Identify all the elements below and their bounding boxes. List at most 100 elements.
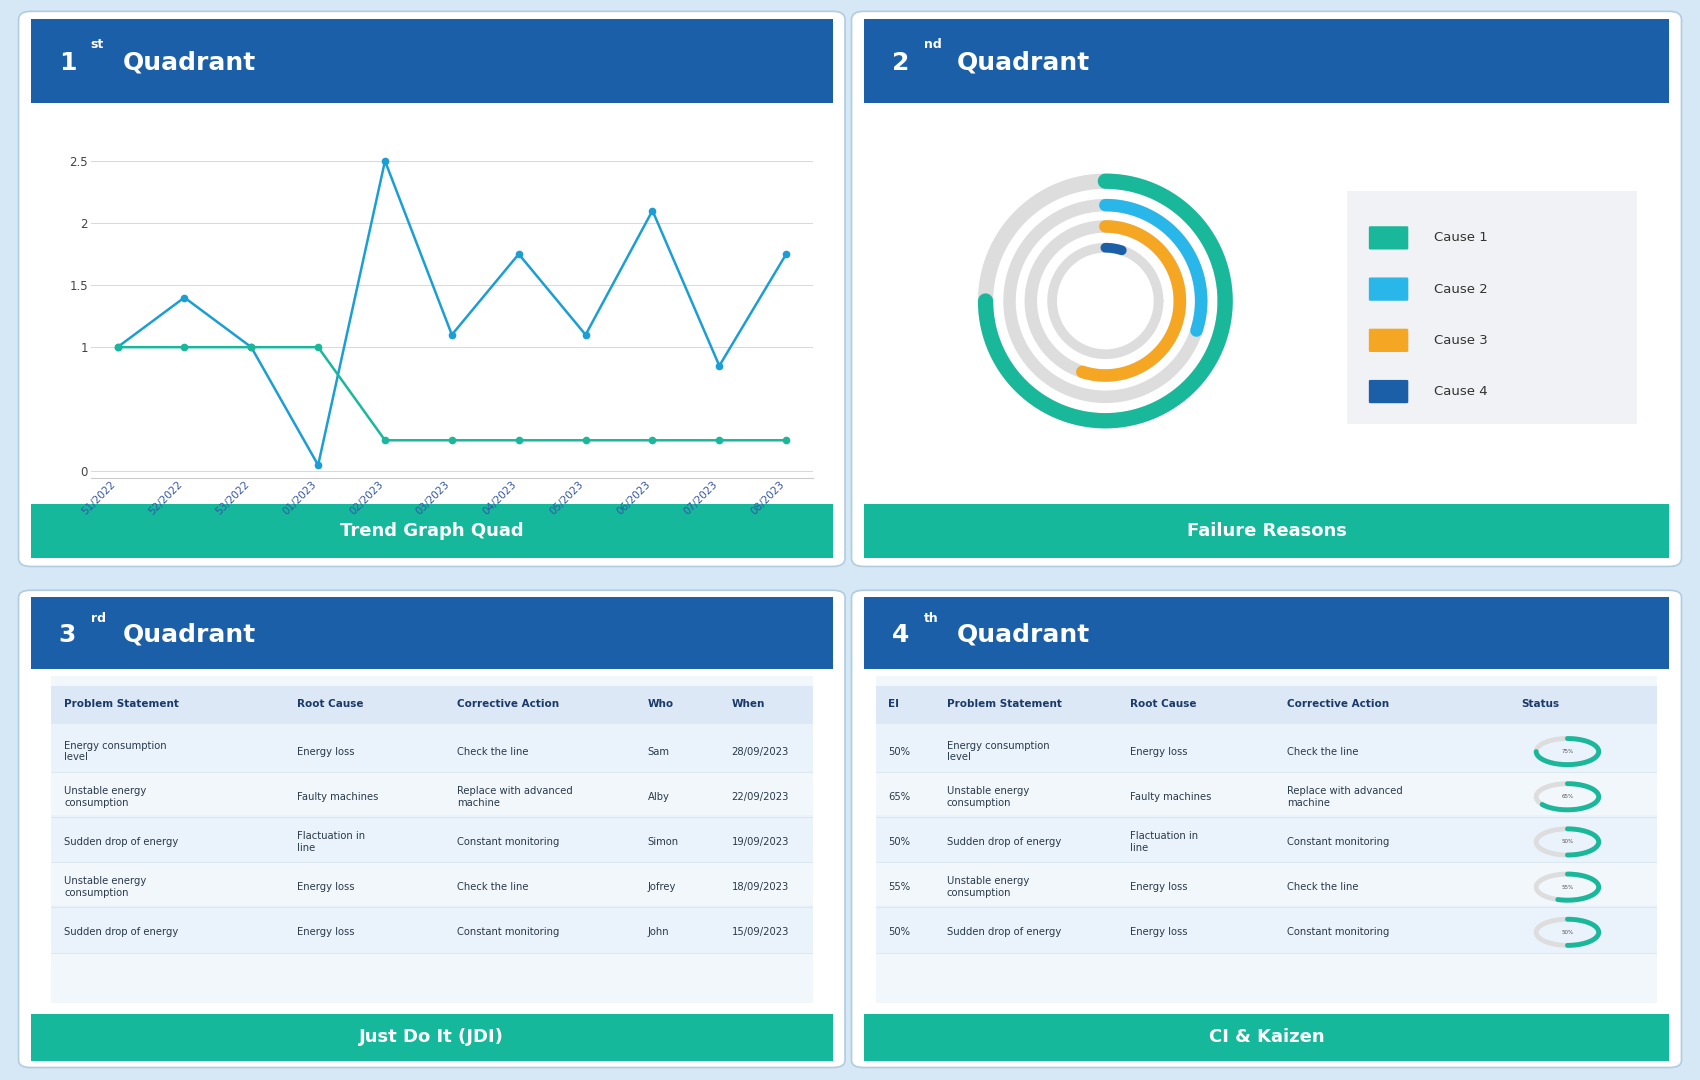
Text: 50%: 50% <box>887 746 910 757</box>
Text: Just Do It (JDI): Just Do It (JDI) <box>359 1028 505 1047</box>
FancyBboxPatch shape <box>852 591 1681 1067</box>
Text: 50%: 50% <box>1561 839 1574 845</box>
Text: Cause 4: Cause 4 <box>1435 386 1488 399</box>
Text: Failure Reasons: Failure Reasons <box>1187 523 1346 540</box>
Text: Energy loss: Energy loss <box>1130 746 1188 757</box>
Text: Check the line: Check the line <box>457 882 529 892</box>
Bar <box>51 905 813 953</box>
Text: Unstable energy
consumption: Unstable energy consumption <box>947 876 1028 897</box>
Text: Problem Statement: Problem Statement <box>65 699 178 708</box>
Text: Root Cause: Root Cause <box>1130 699 1197 708</box>
Text: Flactuation in
line: Flactuation in line <box>1130 832 1198 853</box>
Bar <box>876 725 1658 772</box>
FancyBboxPatch shape <box>1368 328 1408 352</box>
Text: Energy loss: Energy loss <box>1130 928 1188 937</box>
FancyBboxPatch shape <box>10 595 853 671</box>
Text: Flactuation in
line: Flactuation in line <box>298 832 366 853</box>
Text: Constant monitoring: Constant monitoring <box>1287 928 1389 937</box>
Text: Sudden drop of energy: Sudden drop of energy <box>65 837 178 847</box>
FancyBboxPatch shape <box>843 17 1690 105</box>
FancyBboxPatch shape <box>42 673 821 1005</box>
Text: 18/09/2023: 18/09/2023 <box>731 882 789 892</box>
FancyBboxPatch shape <box>1368 380 1408 403</box>
Text: 1: 1 <box>60 51 76 75</box>
Text: 15/09/2023: 15/09/2023 <box>731 928 789 937</box>
Text: 4: 4 <box>892 622 910 647</box>
Text: Faulty machines: Faulty machines <box>298 792 379 801</box>
FancyBboxPatch shape <box>10 1013 853 1062</box>
FancyBboxPatch shape <box>843 503 1690 559</box>
FancyBboxPatch shape <box>10 503 853 559</box>
Text: Corrective Action: Corrective Action <box>457 699 559 708</box>
Text: 19/09/2023: 19/09/2023 <box>731 837 789 847</box>
Bar <box>51 814 813 862</box>
Text: Energy consumption
level: Energy consumption level <box>65 741 167 762</box>
Text: Constant monitoring: Constant monitoring <box>1287 837 1389 847</box>
Text: Constant monitoring: Constant monitoring <box>457 928 559 937</box>
Text: When: When <box>731 699 765 708</box>
Text: Sam: Sam <box>648 746 670 757</box>
FancyBboxPatch shape <box>1368 278 1408 300</box>
Text: EI: EI <box>887 699 899 708</box>
Text: Simon: Simon <box>648 837 678 847</box>
Text: Quadrant: Quadrant <box>957 51 1090 75</box>
Text: 2: 2 <box>892 51 910 75</box>
Text: Sudden drop of energy: Sudden drop of energy <box>947 837 1061 847</box>
Text: Check the line: Check the line <box>457 746 529 757</box>
FancyBboxPatch shape <box>843 1013 1690 1062</box>
Bar <box>51 686 813 731</box>
Text: Energy consumption
level: Energy consumption level <box>947 741 1049 762</box>
Text: th: th <box>925 612 938 625</box>
Text: Cause 3: Cause 3 <box>1435 334 1488 347</box>
Bar <box>876 905 1658 953</box>
Text: st: st <box>90 38 104 51</box>
Text: 28/09/2023: 28/09/2023 <box>731 746 789 757</box>
Text: Alby: Alby <box>648 792 670 801</box>
Text: 50%: 50% <box>887 837 910 847</box>
Text: Sudden drop of energy: Sudden drop of energy <box>65 928 178 937</box>
FancyBboxPatch shape <box>10 17 853 105</box>
FancyBboxPatch shape <box>19 12 845 566</box>
Text: nd: nd <box>925 38 942 51</box>
Text: Problem Statement: Problem Statement <box>947 699 1062 708</box>
Text: 22/09/2023: 22/09/2023 <box>731 792 789 801</box>
Text: Energy loss: Energy loss <box>298 928 354 937</box>
Bar <box>51 725 813 772</box>
Text: Trend Graph Quad: Trend Graph Quad <box>340 523 524 540</box>
Text: Faulty machines: Faulty machines <box>1130 792 1212 801</box>
Text: 55%: 55% <box>1561 885 1574 890</box>
FancyBboxPatch shape <box>1341 187 1642 429</box>
Text: Replace with advanced
machine: Replace with advanced machine <box>1287 786 1402 808</box>
Text: 50%: 50% <box>1561 930 1574 935</box>
Text: Energy loss: Energy loss <box>298 882 354 892</box>
FancyBboxPatch shape <box>869 673 1664 1005</box>
Bar <box>876 686 1658 731</box>
Text: Cause 1: Cause 1 <box>1435 231 1488 244</box>
Text: Quadrant: Quadrant <box>957 622 1090 647</box>
Text: Unstable energy
consumption: Unstable energy consumption <box>947 786 1028 808</box>
Text: Quadrant: Quadrant <box>122 51 257 75</box>
Text: 65%: 65% <box>1561 794 1574 799</box>
Text: 55%: 55% <box>887 882 910 892</box>
FancyBboxPatch shape <box>19 591 845 1067</box>
FancyBboxPatch shape <box>1368 226 1408 249</box>
Text: Constant monitoring: Constant monitoring <box>457 837 559 847</box>
Text: Status: Status <box>1522 699 1559 708</box>
Text: Energy loss: Energy loss <box>298 746 354 757</box>
Text: Root Cause: Root Cause <box>298 699 364 708</box>
Text: CI & Kaizen: CI & Kaizen <box>1209 1028 1324 1047</box>
Text: Check the line: Check the line <box>1287 746 1358 757</box>
Text: 3: 3 <box>60 622 76 647</box>
Text: Cause 2: Cause 2 <box>1435 283 1488 296</box>
Text: Corrective Action: Corrective Action <box>1287 699 1389 708</box>
Text: Check the line: Check the line <box>1287 882 1358 892</box>
Text: Sudden drop of energy: Sudden drop of energy <box>947 928 1061 937</box>
Text: John: John <box>648 928 670 937</box>
Text: Unstable energy
consumption: Unstable energy consumption <box>65 876 146 897</box>
Text: 75%: 75% <box>1561 750 1574 754</box>
Text: Jofrey: Jofrey <box>648 882 677 892</box>
FancyBboxPatch shape <box>852 12 1681 566</box>
Text: Energy loss: Energy loss <box>1130 882 1188 892</box>
Text: 50%: 50% <box>887 928 910 937</box>
Bar <box>876 814 1658 862</box>
